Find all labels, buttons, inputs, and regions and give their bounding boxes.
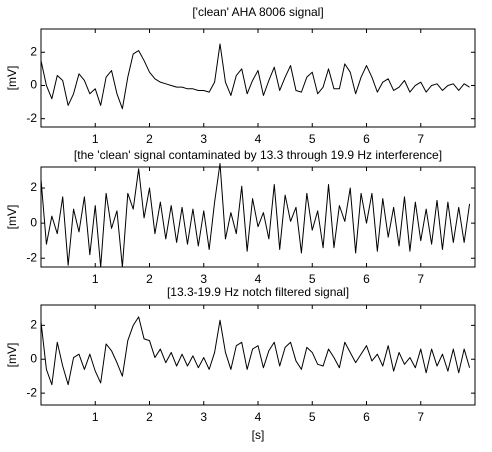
x-tick-label: 1 <box>92 272 99 286</box>
x-tick-label: 7 <box>417 272 424 286</box>
y-tick-label: 2 <box>30 44 37 58</box>
x-tick-label: 3 <box>200 272 207 286</box>
y-tick-label: -2 <box>26 250 37 264</box>
x-tick-label: 1 <box>92 410 99 424</box>
x-tick-label: 1 <box>92 132 99 146</box>
axes-box <box>40 166 476 268</box>
subplot-title: [13.3-19.9 Hz notch filtered signal] <box>167 285 349 299</box>
x-tick-label: 5 <box>309 410 316 424</box>
x-tick-label: 2 <box>146 132 153 146</box>
y-tick-label: -2 <box>26 111 37 125</box>
y-axis-label: [mV] <box>5 66 19 91</box>
axes-box <box>40 304 476 406</box>
y-tick-label: 0 <box>30 351 37 365</box>
y-axis-label: [mV] <box>5 343 19 368</box>
x-tick-label: 7 <box>417 132 424 146</box>
subplot-title: ['clean' AHA 8006 signal] <box>192 5 323 19</box>
subplot-title: [the 'clean' signal contaminated by 13.3… <box>74 148 442 162</box>
x-tick-label: 3 <box>200 132 207 146</box>
x-tick-label: 7 <box>417 410 424 424</box>
x-tick-label: 6 <box>363 272 370 286</box>
x-tick-label: 2 <box>146 272 153 286</box>
x-tick-label: 4 <box>255 272 262 286</box>
signal-line <box>40 43 470 110</box>
signal-line <box>40 162 471 268</box>
x-tick-label: 5 <box>309 132 316 146</box>
signal-line <box>40 316 471 386</box>
x-tick-label: 4 <box>255 410 262 424</box>
y-tick-label: -2 <box>26 385 37 399</box>
x-tick-label: 3 <box>200 410 207 424</box>
x-tick-label: 6 <box>363 410 370 424</box>
x-tick-label: 4 <box>255 132 262 146</box>
y-tick-label: 0 <box>30 215 37 229</box>
x-tick-label: 6 <box>363 132 370 146</box>
x-tick-label: 2 <box>146 410 153 424</box>
x-axis-label: [s] <box>252 428 265 442</box>
x-tick-label: 5 <box>309 272 316 286</box>
y-axis-label: [mV] <box>5 205 19 230</box>
y-tick-label: 0 <box>30 78 37 92</box>
y-tick-label: 2 <box>30 318 37 332</box>
y-tick-label: 2 <box>30 180 37 194</box>
